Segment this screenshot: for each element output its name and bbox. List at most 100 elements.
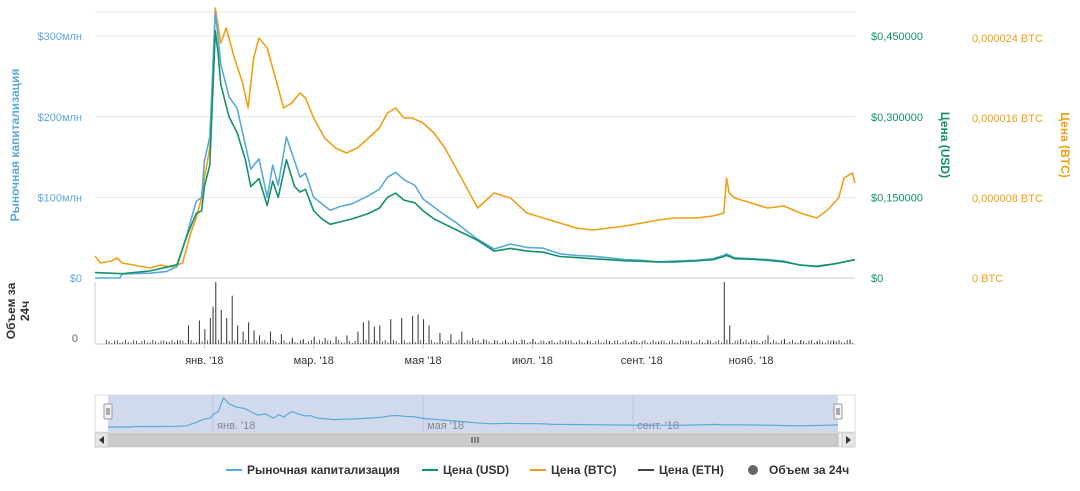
legend-item-volume[interactable]: Объем за 24ч (748, 463, 849, 477)
volume-bar (231, 295, 233, 344)
volume-bar (428, 325, 430, 344)
volume-bar (365, 339, 367, 344)
volume-bar (559, 339, 561, 344)
volume-bar (589, 340, 591, 344)
legend-label: Цена (ETH) (659, 463, 724, 477)
volume-bar (269, 331, 271, 344)
volume-bar (201, 341, 203, 344)
volume-bar (464, 342, 465, 344)
volume-bar (543, 340, 545, 344)
volume-bar (647, 342, 649, 344)
volume-bar (384, 339, 386, 344)
volume-bar (693, 342, 695, 344)
volume-bar (283, 340, 285, 344)
navigator-handle-right[interactable] (833, 403, 843, 420)
legend-item-price-btc[interactable]: Цена (BTC) (530, 463, 617, 477)
volume-bar (663, 340, 665, 344)
volume-bar (360, 342, 361, 344)
volume-bar (324, 337, 326, 344)
left-tick-label: $300млн (37, 31, 82, 43)
volume-bar (182, 340, 184, 344)
volume-bar (316, 342, 318, 344)
volume-bar (111, 342, 113, 344)
volume-bar (136, 340, 137, 344)
volume-bar (368, 320, 370, 344)
volume-bar (297, 342, 299, 344)
volume-bar (417, 314, 419, 344)
volume-bar (461, 331, 463, 344)
volume-bar (617, 340, 618, 344)
navigator-tick-label: мая '18 (427, 420, 464, 432)
navigator-handle-left[interactable] (103, 403, 113, 420)
volume-bar (537, 342, 539, 344)
volume-bar (373, 326, 375, 344)
btc-axis-title: Цена (BTC) (1058, 112, 1072, 178)
navigator-tick-label: янв. '18 (217, 420, 255, 432)
volume-bar (116, 340, 118, 344)
volume-bar (546, 342, 547, 344)
volume-bar (174, 342, 176, 344)
volume-bar (792, 339, 793, 344)
volume-bar (414, 341, 416, 344)
volume-bar (187, 325, 189, 344)
series-line-market-cap (95, 11, 856, 279)
usd-tick-label: $0,150000 (871, 192, 923, 204)
usd-axis-title: Цена (USD) (938, 112, 952, 178)
volume-bar (764, 340, 766, 344)
volume-bar (477, 340, 479, 344)
volume-bar (401, 317, 403, 344)
volume-axis-title-line2: 24ч (18, 301, 32, 321)
volume-bar (622, 341, 624, 344)
volume-bar (280, 334, 282, 344)
legend-label: Цена (BTC) (551, 463, 617, 477)
x-tick-label: мар. '18 (294, 355, 334, 367)
volume-bar (499, 342, 501, 344)
volume-bar (510, 342, 512, 344)
volume-bar (387, 342, 389, 344)
volume-bar (289, 341, 290, 344)
volume-bar (524, 340, 526, 344)
legend-item-market-cap[interactable]: Рыночная капитализация (226, 463, 400, 477)
arrow-right-icon (846, 436, 851, 444)
legend-label: Рыночная капитализация (247, 463, 400, 477)
volume-bar (160, 340, 162, 344)
volume-bar (548, 340, 550, 344)
volume-bar (800, 340, 802, 344)
volume-bar (718, 339, 720, 344)
legend-label: Объем за 24ч (769, 463, 849, 477)
volume-bar (701, 341, 703, 344)
volume-bar (335, 336, 337, 344)
volume-bar (346, 335, 348, 344)
volume-bar (625, 339, 627, 344)
volume-bar (248, 322, 250, 344)
volume-bar (680, 339, 681, 344)
volume-bar (343, 342, 345, 344)
volume-bar (207, 340, 208, 344)
volume-bar (611, 342, 613, 344)
volume-bar (259, 335, 261, 344)
volume-bar (598, 339, 599, 344)
volume-bar (822, 341, 823, 344)
volume-bar (529, 341, 531, 344)
volume-bar (849, 339, 851, 344)
volume-bar (707, 340, 709, 344)
volume-tick-label: 0 (72, 333, 78, 345)
volume-bar (119, 342, 121, 344)
volume-bar (469, 340, 471, 344)
volume-bar (125, 339, 126, 344)
volume-bar (770, 342, 772, 344)
volume-bar (488, 341, 490, 344)
volume-bar (250, 342, 252, 344)
volume-bar (649, 342, 651, 344)
volume-bar (212, 306, 214, 344)
scrollbar-thumb[interactable] (107, 433, 839, 447)
volume-bar (319, 339, 320, 344)
volume-bar (595, 341, 597, 344)
legend-item-price-usd[interactable]: Цена (USD) (422, 463, 509, 477)
volume-bar (737, 340, 739, 344)
volume-bar (803, 341, 804, 344)
volume-bar (636, 340, 638, 344)
legend-item-price-eth[interactable]: Цена (ETH) (638, 463, 724, 477)
volume-bar (846, 339, 848, 344)
